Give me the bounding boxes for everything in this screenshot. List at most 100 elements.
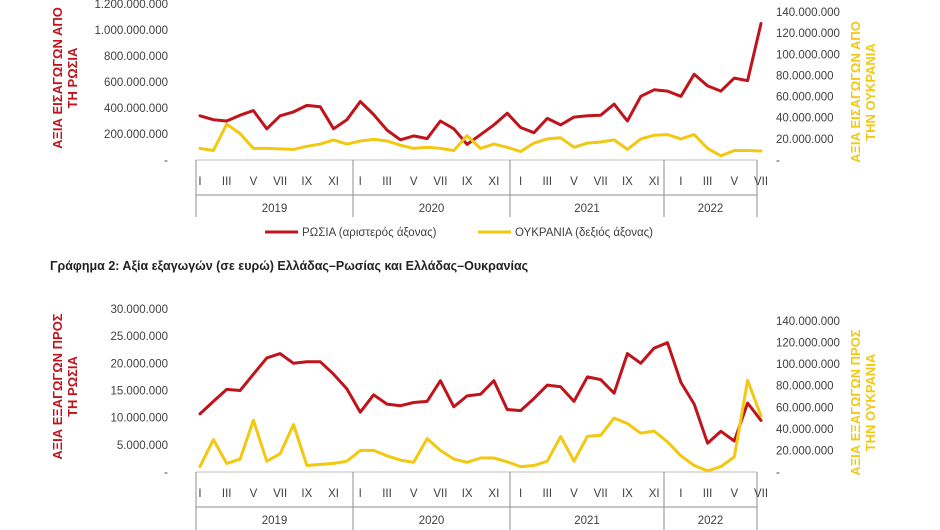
y-left-tick-0-2: 400.000.000	[104, 103, 168, 115]
y-right-tick-1-2: 40.000.000	[776, 424, 834, 436]
x-tick-1-5: XI	[328, 488, 339, 500]
x-tick-0-6: I	[359, 176, 362, 188]
y-right-tick-1-7: 140.000.000	[776, 316, 840, 328]
chart-exports: - 5.000.000 10.000.000 15.000.000 20.000.000…	[50, 304, 878, 530]
y-left-tick-0-6: 1.200.000.000	[94, 0, 168, 11]
y-right-tick-1-1: 20.000.000	[776, 445, 834, 457]
x-tick-1-13: III	[542, 488, 552, 500]
x-tick-1-6: I	[359, 488, 362, 500]
x-tick-0-14: V	[570, 176, 578, 188]
x-tick-1-1: III	[222, 488, 232, 500]
x-tick-1-11: XI	[488, 488, 499, 500]
y-right-tick-0-1: 20.000.000	[776, 134, 834, 146]
chart-caption: Γράφημα 2: Αξία εξαγωγών (σε ευρώ) Ελλάδ…	[50, 259, 528, 273]
y-left-title-1: ΑΞΙΑ ΕΞΑΓΩΓΩΝ ΠΡΟΣΤΗ ΡΩΣΙΑ	[50, 313, 80, 459]
year-label-0-3: 2022	[698, 203, 724, 215]
x-tick-0-13: III	[542, 176, 552, 188]
x-tick-1-19: III	[703, 488, 713, 500]
series-line-1-ukraine	[198, 378, 763, 473]
y-left-tick-0-5: 1.000.000.000	[94, 25, 168, 37]
year-label-1-2: 2021	[574, 515, 600, 527]
axis-title-line: ΑΞΙΑ ΕΙΣΑΓΩΓΩΝ ΑΠΟ	[848, 21, 863, 163]
x-tick-1-17: XI	[649, 488, 660, 500]
y-left-tick-1-1: 5.000.000	[117, 440, 168, 452]
y-right-tick-0-0: -	[776, 155, 780, 167]
y-right-tick-1-4: 80.000.000	[776, 381, 834, 393]
y-left-tick-0-1: 200.000.000	[104, 129, 168, 141]
chart-imports: - 200.000.000 400.000.000 600.000.000 800.00…	[50, 0, 878, 217]
y-right-title-1: ΑΞΙΑ ΕΞΑΓΩΓΩΝ ΠΡΟΣΤΗΝ ΟΥΚΡΑΝΙΑ	[848, 329, 878, 475]
y-right-tick-1-0: -	[776, 467, 780, 479]
x-tick-1-3: VII	[273, 488, 287, 500]
x-tick-0-16: IX	[622, 176, 633, 188]
legend: ΡΩΣΙΑ (αριστερός άξονας) ΟΥΚΡΑΝΙΑ (δεξιό…	[265, 227, 653, 239]
x-tick-0-18: I	[679, 176, 682, 188]
x-tick-1-20: V	[730, 488, 738, 500]
year-label-1-0: 2019	[262, 515, 288, 527]
x-tick-0-12: I	[519, 176, 522, 188]
x-tick-1-4: IX	[301, 488, 312, 500]
x-tick-0-4: IX	[301, 176, 312, 188]
series-line-0-russia	[198, 22, 763, 146]
x-tick-0-19: III	[703, 176, 713, 188]
x-tick-0-5: XI	[328, 176, 339, 188]
y-left-tick-1-5: 25.000.000	[110, 331, 168, 343]
y-right-tick-1-6: 120.000.000	[776, 338, 840, 350]
y-right-tick-0-4: 80.000.000	[776, 70, 834, 82]
x-tick-0-1: III	[222, 176, 232, 188]
axis-title-line: ΤΗ ΡΩΣΙΑ	[65, 355, 80, 416]
y-left-tick-0-0: -	[164, 155, 168, 167]
x-tick-0-7: III	[382, 176, 392, 188]
x-tick-1-18: I	[679, 488, 682, 500]
year-label-0-2: 2021	[574, 203, 600, 215]
year-label-0-0: 2019	[262, 203, 288, 215]
x-tick-0-20: V	[730, 176, 738, 188]
axis-title-line: ΑΞΙΑ ΕΙΣΑΓΩΓΩΝ ΑΠΟ	[50, 7, 65, 149]
year-label-0-1: 2020	[419, 203, 445, 215]
x-tick-0-17: XI	[649, 176, 660, 188]
y-right-tick-0-5: 100.000.000	[776, 49, 840, 61]
x-tick-1-21: VII	[754, 488, 768, 500]
axis-title-line: ΑΞΙΑ ΕΞΑΓΩΓΩΝ ΠΡΟΣ	[848, 329, 863, 475]
y-left-tick-1-3: 15.000.000	[110, 386, 168, 398]
x-tick-1-12: I	[519, 488, 522, 500]
y-right-tick-0-6: 120.000.000	[776, 28, 840, 40]
x-tick-0-8: V	[410, 176, 418, 188]
legend-russia-label: ΡΩΣΙΑ (αριστερός άξονας)	[302, 227, 437, 239]
y-right-tick-1-3: 60.000.000	[776, 402, 834, 414]
x-tick-0-15: VII	[594, 176, 608, 188]
series-line-0-ukraine	[198, 122, 763, 158]
year-label-1-3: 2022	[698, 515, 724, 527]
y-right-tick-0-2: 40.000.000	[776, 113, 834, 125]
y-right-title-0: ΑΞΙΑ ΕΙΣΑΓΩΓΩΝ ΑΠΟΤΗΝ ΟΥΚΡΑΝΙΑ	[848, 21, 878, 163]
y-right-tick-1-5: 100.000.000	[776, 359, 840, 371]
y-right-tick-0-3: 60.000.000	[776, 92, 834, 104]
axis-title-line: ΤΗΝ ΟΥΚΡΑΝΙΑ	[863, 353, 878, 451]
x-tick-0-9: VII	[433, 176, 447, 188]
x-tick-1-10: IX	[462, 488, 473, 500]
y-left-tick-0-3: 600.000.000	[104, 77, 168, 89]
x-tick-1-16: IX	[622, 488, 633, 500]
series-line-1-russia	[198, 341, 763, 445]
x-tick-0-0: I	[198, 176, 201, 188]
x-tick-1-14: V	[570, 488, 578, 500]
x-tick-0-11: XI	[488, 176, 499, 188]
legend-ukraine-label: ΟΥΚΡΑΝΙΑ (δεξιός άξονας)	[515, 227, 653, 239]
y-right-tick-0-7: 140.000.000	[776, 7, 840, 19]
x-tick-1-8: V	[410, 488, 418, 500]
axis-title-line: ΤΗ ΡΩΣΙΑ	[65, 47, 80, 108]
x-tick-1-0: I	[198, 488, 201, 500]
year-label-1-1: 2020	[419, 515, 445, 527]
x-tick-0-3: VII	[273, 176, 287, 188]
x-tick-0-2: V	[250, 176, 258, 188]
y-left-tick-1-2: 10.000.000	[110, 413, 168, 425]
axis-title-line: ΤΗΝ ΟΥΚΡΑΝΙΑ	[863, 43, 878, 141]
y-left-tick-1-4: 20.000.000	[110, 358, 168, 370]
x-tick-1-2: V	[250, 488, 258, 500]
axis-title-line: ΑΞΙΑ ΕΞΑΓΩΓΩΝ ΠΡΟΣ	[50, 313, 65, 459]
x-tick-1-7: III	[382, 488, 392, 500]
x-tick-1-9: VII	[433, 488, 447, 500]
y-left-tick-1-6: 30.000.000	[110, 304, 168, 316]
y-left-title-0: ΑΞΙΑ ΕΙΣΑΓΩΓΩΝ ΑΠΟΤΗ ΡΩΣΙΑ	[50, 7, 80, 149]
